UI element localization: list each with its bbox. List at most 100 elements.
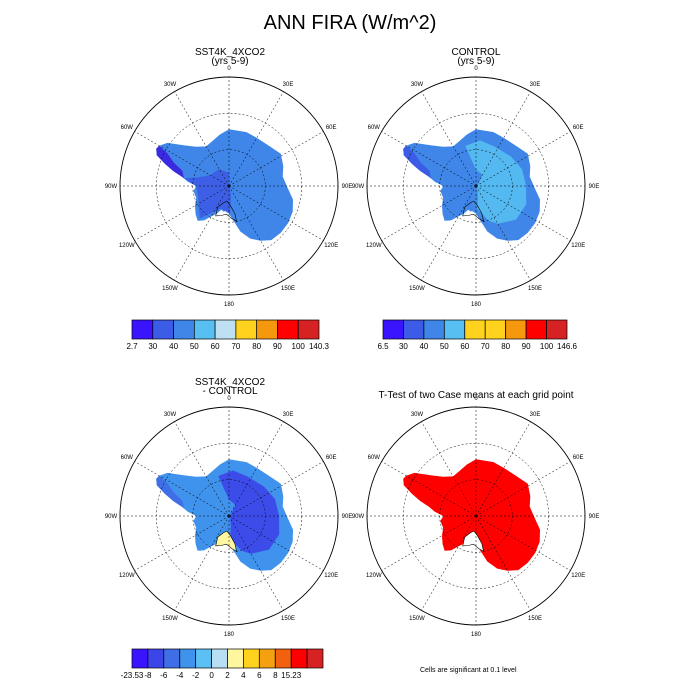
meridian-label: 150E bbox=[528, 616, 542, 622]
colorbar-tick-label: 70 bbox=[231, 342, 240, 351]
colorbar-tick-label: 4 bbox=[241, 671, 246, 680]
land-field-peninsula bbox=[156, 145, 184, 179]
latitude-circle bbox=[403, 113, 549, 259]
colorbar-tick-label: -8 bbox=[144, 671, 152, 680]
latitude-circle bbox=[192, 149, 266, 223]
map-panel-3: 0 30E 60E 90E 120E 150E 180 150W 120W 90W 60W 30W bbox=[105, 396, 353, 638]
meridian-label: 150E bbox=[528, 286, 542, 292]
grounding-line bbox=[215, 530, 237, 552]
meridian-label: 120E bbox=[324, 243, 338, 249]
panel4-title-line1: T-Test of two Case means at each grid po… bbox=[378, 390, 574, 401]
meridian-label: 30W bbox=[411, 412, 424, 418]
map-boundary bbox=[119, 76, 339, 296]
panel2-title-line1: CONTROL bbox=[451, 47, 501, 58]
map-boundary bbox=[119, 406, 339, 626]
latitude-circle bbox=[156, 113, 302, 259]
meridian-label: 0 bbox=[227, 396, 231, 402]
land-field-peninsula bbox=[403, 145, 431, 179]
meridian-label: 90W bbox=[352, 514, 365, 520]
colorbar-box bbox=[256, 319, 278, 340]
panel1-title-line1: SST4K_4XCO2 bbox=[194, 47, 266, 58]
meridian-label: 0 bbox=[474, 396, 478, 402]
colorbar-tick-label: 60 bbox=[460, 342, 469, 351]
land-field-peninsula bbox=[156, 475, 184, 509]
meridian-label: 120W bbox=[119, 573, 135, 579]
meridian-label: 120E bbox=[571, 573, 585, 579]
meridian-label: 150W bbox=[162, 286, 178, 292]
meridian-label: 30E bbox=[283, 412, 294, 418]
colorbar-box bbox=[179, 648, 197, 669]
colorbar-panel1: 2.7 30 40 50 60 70 80 90 100 140.3 bbox=[126, 319, 330, 351]
meridian-label: 60W bbox=[368, 125, 381, 131]
colorbar-tick-label: 0 bbox=[209, 671, 214, 680]
colorbar-tick-label: 8 bbox=[273, 671, 278, 680]
meridian-label: 150W bbox=[409, 286, 425, 292]
colorbar-tick-label: 2 bbox=[225, 671, 230, 680]
colorbar-tick-label: 6 bbox=[257, 671, 262, 680]
meridian-label: 180 bbox=[471, 632, 482, 638]
meridian-label: 60E bbox=[573, 455, 584, 461]
colorbar-tick-label: 70 bbox=[481, 342, 490, 351]
meridian-label: 150E bbox=[281, 286, 295, 292]
significance-footnote: Cells are significant at 0.1 level bbox=[420, 667, 517, 674]
meridian-label: 180 bbox=[224, 632, 235, 638]
meridian-label: 30W bbox=[164, 82, 177, 88]
colorbar-box bbox=[484, 319, 506, 340]
colorbar-tick-label: -4 bbox=[176, 671, 184, 680]
meridian-label: 30W bbox=[411, 82, 424, 88]
map-panel-4: 0 30E 60E 90E 120E 150E 180 150W 120W 90W 60W 30W bbox=[352, 396, 600, 638]
meridian-label: 180 bbox=[471, 302, 482, 308]
latitude-circle bbox=[192, 479, 266, 553]
meridian-label: 90E bbox=[342, 514, 353, 520]
colorbar-tick-label: 60 bbox=[211, 342, 220, 351]
colorbar-tick-label: 80 bbox=[252, 342, 261, 351]
colorbar-tick-label: 100 bbox=[540, 342, 554, 351]
meridian-label: 150W bbox=[162, 616, 178, 622]
latitude-circle bbox=[156, 443, 302, 589]
meridian-label: 90E bbox=[589, 184, 600, 190]
colorbar-box bbox=[277, 319, 299, 340]
latitude-circle bbox=[439, 479, 513, 553]
meridian-label: 120E bbox=[571, 243, 585, 249]
colorbar-box bbox=[214, 319, 237, 340]
map-boundary bbox=[366, 406, 586, 626]
colorbar-tick-label: 90 bbox=[522, 342, 531, 351]
colorbar-box bbox=[525, 319, 547, 340]
map-boundary bbox=[366, 76, 586, 296]
meridian-label: 150W bbox=[409, 616, 425, 622]
colorbar-box bbox=[193, 319, 216, 340]
colorbar-box bbox=[163, 648, 181, 669]
colorbar-tick-label: 15.23 bbox=[281, 671, 302, 680]
land-field-ttest bbox=[403, 459, 540, 571]
latitude-circle bbox=[403, 443, 549, 589]
panel3-title: SST4K_4XCO2 - CONTROL bbox=[150, 378, 310, 397]
meridian-label: 150E bbox=[281, 616, 295, 622]
colorbar-tick-label: 30 bbox=[148, 342, 157, 351]
panel4-title: T-Test of two Case means at each grid po… bbox=[356, 390, 596, 401]
colorbar-tick-label: 50 bbox=[190, 342, 199, 351]
colorbar-box bbox=[235, 319, 258, 340]
colorbar-box bbox=[195, 648, 212, 669]
meridian-label: 90E bbox=[589, 514, 600, 520]
colorbar-tick-label: 146.6 bbox=[557, 342, 578, 351]
colorbar-box bbox=[152, 319, 174, 340]
meridian-label: 30W bbox=[164, 412, 177, 418]
meridian-label: 90W bbox=[352, 184, 365, 190]
colorbar-box bbox=[403, 319, 425, 340]
colorbar-box bbox=[546, 319, 568, 340]
colorbar-box bbox=[306, 648, 324, 669]
meridian-label: 60E bbox=[326, 455, 337, 461]
colorbar-box bbox=[258, 648, 276, 669]
colorbar-box bbox=[290, 648, 308, 669]
panel1-title-line2: (yrs 5-9) bbox=[211, 56, 249, 67]
grounding-line bbox=[462, 200, 484, 222]
meridian-label: 120W bbox=[119, 243, 135, 249]
colorbar-box bbox=[274, 648, 292, 669]
colorbar-tick-label: 6.5 bbox=[377, 342, 389, 351]
colorbar-panel3: -23.53 -8 -6 -4 -2 0 2 4 6 8 15.23 bbox=[121, 648, 324, 680]
colorbar-tick-label: 140.3 bbox=[309, 342, 330, 351]
colorbar-panel2: 6.5 30 40 50 60 70 80 90 100 146.6 bbox=[377, 319, 578, 351]
colorbar-tick-label: 30 bbox=[399, 342, 408, 351]
meridian-label: 30E bbox=[530, 82, 541, 88]
